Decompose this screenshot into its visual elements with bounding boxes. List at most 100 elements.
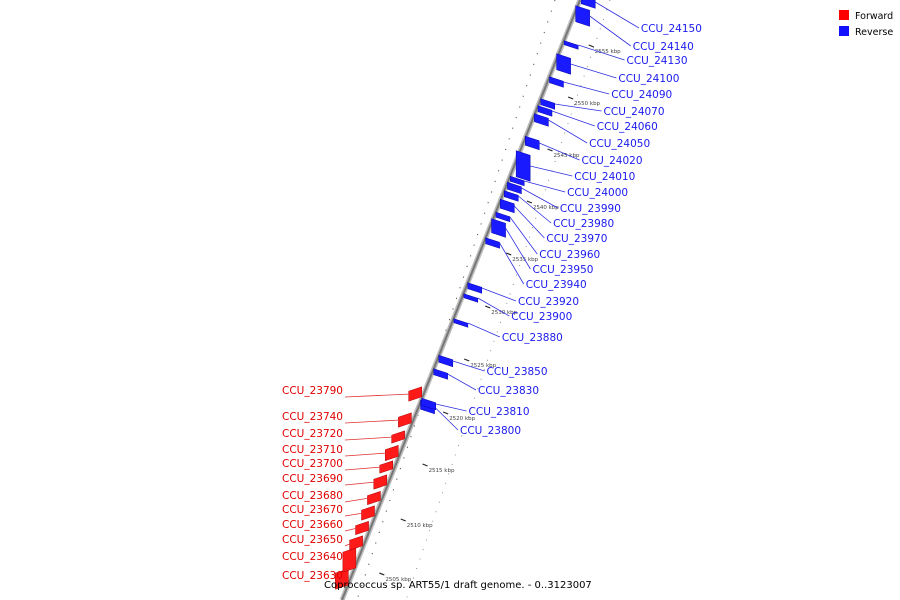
scale-tick-label: 2505 kbp bbox=[385, 577, 411, 583]
forward-gene-block bbox=[379, 460, 394, 474]
scale-tick-mark bbox=[400, 518, 406, 522]
reverse-gene-block bbox=[556, 53, 571, 75]
reverse-gene-connector bbox=[530, 165, 573, 177]
forward-gene-block bbox=[349, 535, 363, 551]
reverse-gene-block bbox=[509, 175, 525, 187]
reverse-gene-label: CCU_23830 bbox=[478, 385, 539, 397]
forward-gene-connector bbox=[344, 497, 370, 503]
reverse-gene-label: CCU_24010 bbox=[574, 171, 635, 183]
reverse-gene-connector bbox=[452, 360, 485, 372]
forward-genes: CCU_23630 CCU_23640 CCU_23650 CCU_23660 CCU_… bbox=[282, 385, 422, 590]
forward-gene-block bbox=[408, 386, 422, 402]
reverse-gene-connector bbox=[513, 205, 545, 239]
legend-reverse-label: Reverse bbox=[855, 27, 893, 38]
forward-gene-block bbox=[391, 430, 405, 444]
forward-gene-connector bbox=[337, 578, 346, 583]
forward-gene-label: CCU_23720 bbox=[282, 428, 343, 440]
reverse-gene-label: CCU_23810 bbox=[469, 406, 530, 418]
reverse-gene-block bbox=[549, 76, 564, 88]
reverse-gene-label: CCU_23920 bbox=[518, 296, 579, 308]
forward-gene-connector bbox=[344, 512, 364, 517]
reverse-gene-label: CCU_24090 bbox=[611, 89, 672, 101]
reverse-gene-label: CCU_23800 bbox=[460, 425, 521, 437]
reverse-gene-block bbox=[467, 282, 483, 294]
reverse-gene-label: CCU_24050 bbox=[589, 138, 650, 150]
reverse-gene-connector bbox=[435, 403, 467, 412]
reverse-gene-connector bbox=[477, 297, 510, 317]
reverse-gene-label: CCU_23990 bbox=[560, 203, 621, 215]
reverse-gene-block bbox=[525, 135, 540, 151]
reverse-gene-block bbox=[563, 40, 579, 50]
reverse-gene-block bbox=[495, 211, 511, 223]
legend: Forward Reverse bbox=[839, 10, 893, 38]
forward-gene-block bbox=[373, 474, 388, 490]
reverse-gene-connector bbox=[578, 44, 625, 61]
reverse-gene-label: CCU_24140 bbox=[633, 41, 694, 53]
forward-gene-label: CCU_23680 bbox=[282, 490, 343, 502]
reverse-gene-connector bbox=[467, 322, 501, 338]
scale-tick-mark bbox=[422, 463, 428, 467]
reverse-gene-block bbox=[433, 368, 448, 380]
reverse-gene-connector bbox=[517, 195, 552, 224]
scale-tick-mark bbox=[588, 44, 594, 48]
reverse-genes: CCU_23800 CCU_23810 CCU_23830 CCU_23850 CCU_… bbox=[420, 0, 702, 437]
reverse-gene-label: CCU_23880 bbox=[502, 332, 563, 344]
forward-gene-block bbox=[385, 445, 399, 461]
reverse-gene-block bbox=[463, 293, 479, 303]
forward-gene-block bbox=[398, 412, 412, 428]
reverse-gene-block bbox=[485, 237, 500, 249]
forward-gene-label: CCU_23660 bbox=[282, 519, 343, 531]
forward-gene-connector bbox=[344, 542, 352, 547]
guide-dots-inner bbox=[405, 0, 611, 600]
scale-tick-mark bbox=[506, 252, 512, 256]
forward-gene-connector bbox=[344, 419, 401, 424]
reverse-gene-block bbox=[534, 113, 549, 127]
forward-gene-label: CCU_23710 bbox=[282, 444, 343, 456]
reverse-gene-block bbox=[504, 190, 519, 202]
scale-tick-mark bbox=[547, 148, 553, 152]
reverse-gene-connector bbox=[481, 287, 517, 302]
reverse-gene-label: CCU_23900 bbox=[511, 311, 572, 323]
scale-tick-label: 2515 kbp bbox=[429, 468, 455, 474]
scale-tick-mark bbox=[463, 358, 470, 362]
reverse-gene-block bbox=[537, 105, 553, 117]
forward-gene-connector bbox=[344, 436, 394, 441]
reverse-gene-label: CCU_23970 bbox=[546, 233, 607, 245]
reverse-gene-connector bbox=[499, 242, 525, 285]
legend-reverse-swatch bbox=[839, 26, 849, 36]
reverse-gene-connector bbox=[595, 1, 640, 29]
scale-tick-label: 2550 kbp bbox=[574, 101, 600, 107]
forward-gene-connector bbox=[344, 481, 376, 486]
scale-tick-label: 2525 kbp bbox=[470, 363, 496, 369]
reverse-gene-block bbox=[438, 354, 454, 368]
reverse-gene-connector bbox=[505, 227, 531, 270]
reverse-gene-connector bbox=[447, 373, 477, 391]
reverse-gene-connector bbox=[539, 142, 580, 161]
reverse-gene-connector bbox=[570, 63, 617, 79]
reverse-gene-label: CCU_24020 bbox=[582, 155, 643, 167]
reverse-gene-connector bbox=[521, 187, 559, 209]
forward-gene-connector bbox=[344, 466, 382, 471]
forward-gene-connector bbox=[344, 393, 411, 398]
map-caption: Coprococcus sp. ART55/1 draft genome. - … bbox=[324, 580, 592, 591]
reverse-gene-block bbox=[507, 181, 522, 195]
reverse-gene-label: CCU_23960 bbox=[539, 249, 600, 261]
scale-tick-mark bbox=[379, 572, 385, 576]
reverse-gene-label: CCU_24060 bbox=[597, 121, 658, 133]
scale-tick-mark bbox=[485, 305, 491, 309]
reverse-gene-connector bbox=[589, 15, 632, 47]
reverse-gene-block bbox=[491, 218, 506, 238]
forward-gene-label: CCU_23790 bbox=[282, 385, 343, 397]
scale-tick-label: 2545 kbp bbox=[554, 153, 580, 159]
forward-gene-label: CCU_23690 bbox=[282, 473, 343, 485]
guide-dots-outer bbox=[356, 0, 556, 600]
reverse-gene-connector bbox=[551, 110, 595, 127]
scale-tick-mark bbox=[526, 200, 533, 204]
forward-gene-block bbox=[342, 547, 357, 573]
reverse-gene-block bbox=[421, 397, 436, 411]
forward-gene-label: CCU_23740 bbox=[282, 411, 343, 423]
reverse-gene-label: CCU_24100 bbox=[618, 73, 679, 85]
forward-gene-block bbox=[367, 491, 381, 505]
reverse-gene-label: CCU_24150 bbox=[641, 23, 702, 35]
